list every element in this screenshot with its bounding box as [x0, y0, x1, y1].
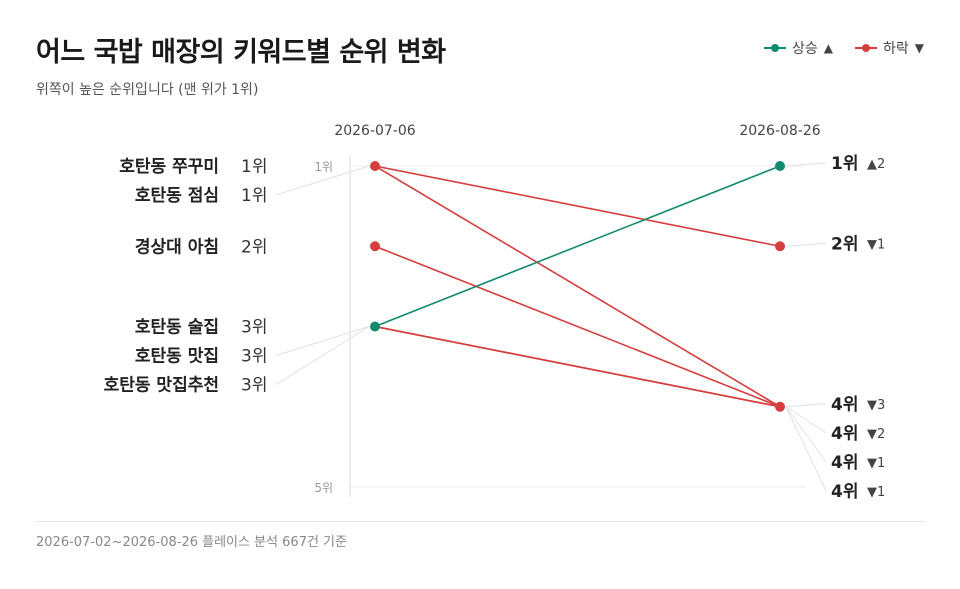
left-label-rank: 2위 [241, 237, 267, 257]
footer-divider [36, 521, 926, 522]
left-label-leader [275, 326, 370, 385]
date-label-end: 2026-08-26 [739, 123, 820, 139]
slope-line [374, 325, 781, 408]
data-point [775, 161, 785, 171]
data-point [370, 321, 380, 332]
left-label-rank: 3위 [241, 376, 267, 396]
legend-item-down: 하락 ▼ [855, 38, 924, 58]
left-label-rank: 3위 [241, 347, 267, 367]
right-label-leader [785, 242, 827, 247]
right-label-leader [785, 162, 827, 167]
up-triangle-icon: ▲ [823, 41, 833, 55]
left-label-name: 호탄동 쭈꾸미 [119, 157, 219, 177]
right-label-change: ▼1 [867, 485, 885, 500]
left-label-name: 호탄동 맛집추천 [104, 376, 219, 396]
legend-swatch-down [855, 42, 877, 54]
left-label-name: 호탄동 맛집 [135, 347, 219, 367]
left-label-rank: 1위 [241, 157, 267, 177]
date-label-start: 2026-07-06 [334, 123, 415, 139]
left-label-name: 호탄동 점심 [135, 186, 219, 206]
slope-line [374, 165, 781, 408]
right-label-change: ▼1 [867, 456, 885, 471]
right-label-rank: 1위 [831, 154, 858, 174]
y-tick-label: 1위 [314, 160, 333, 174]
left-label-leader [275, 165, 370, 196]
data-point [775, 241, 785, 252]
data-point [775, 401, 785, 412]
slope-line [374, 165, 781, 328]
left-label-rank: 3위 [241, 318, 267, 338]
legend-label-up: 상승 [792, 41, 818, 57]
right-label-rank: 4위 [831, 424, 858, 444]
left-label-name: 호탄동 술집 [135, 318, 219, 338]
right-label-change: ▼2 [867, 427, 885, 442]
data-point [370, 241, 380, 252]
y-tick-label: 5위 [314, 481, 333, 495]
right-label-leader [785, 403, 827, 408]
footer-note: 2026-07-02~2026-08-26 플레이스 분석 667건 기준 [36, 535, 347, 550]
right-label-leader [785, 406, 827, 434]
right-label-leader [785, 406, 827, 491]
chart-subtitle: 위쪽이 높은 순위입니다 (맨 위가 1위) [36, 82, 259, 98]
right-label-rank: 4위 [831, 453, 858, 473]
right-label-change: ▲2 [867, 157, 885, 172]
data-point [370, 161, 380, 171]
right-label-rank: 4위 [831, 482, 858, 502]
left-label-name: 경상대 아침 [135, 236, 219, 257]
right-label-rank: 4위 [831, 395, 858, 415]
legend-label-down: 하락 [883, 41, 909, 57]
right-label-change: ▼3 [867, 398, 885, 413]
left-label-leader [275, 326, 370, 356]
legend-item-up: 상승 ▲ [764, 38, 833, 58]
right-label-change: ▼1 [867, 237, 885, 252]
chart-title: 어느 국밥 매장의 키워드별 순위 변화 [36, 37, 446, 68]
right-label-leader [785, 406, 827, 463]
legend: 상승 ▲ 하락 ▼ [764, 38, 924, 58]
slope-line [374, 165, 781, 248]
legend-swatch-up [764, 42, 786, 54]
slope-line [374, 245, 781, 408]
right-label-rank: 2위 [831, 234, 858, 254]
down-triangle-icon: ▼ [914, 41, 924, 55]
left-label-rank: 1위 [241, 186, 267, 206]
